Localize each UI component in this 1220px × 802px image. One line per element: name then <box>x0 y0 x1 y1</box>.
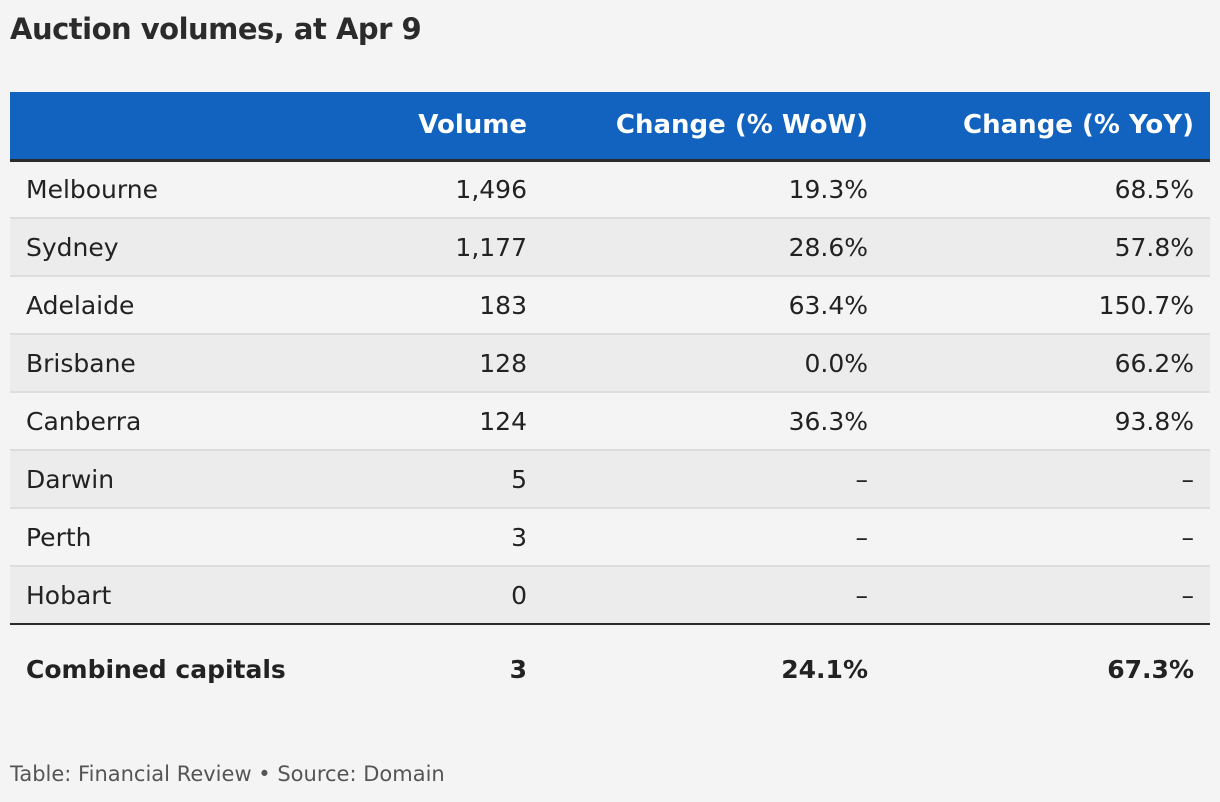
cell-change-wow: 63.4% <box>543 276 884 335</box>
cell-change-yoy: – <box>884 508 1210 567</box>
cell-change-yoy: 57.8% <box>884 218 1210 277</box>
total-label: Combined capitals <box>26 654 286 684</box>
column-header-change-wow: Change (% WoW) <box>543 92 884 162</box>
cell-change-wow: 19.3% <box>543 160 884 219</box>
cell-city: Brisbane <box>10 334 310 393</box>
table-header-row: Volume Change (% WoW) Change (% YoY) <box>10 92 1210 162</box>
cell-volume: 0 <box>310 566 543 625</box>
cell-change-yoy: 66.2% <box>884 334 1210 393</box>
table-row: Sydney 1,177 28.6% 57.8% <box>10 218 1210 277</box>
table-row: Perth 3 – – <box>10 508 1210 567</box>
cell-city: Darwin <box>10 450 310 509</box>
cell-volume: 3 <box>310 508 543 567</box>
cell-change-wow: 0.0% <box>543 334 884 393</box>
column-header-volume: Volume <box>310 92 543 162</box>
cell-change-wow: 28.6% <box>543 218 884 277</box>
table-row: Melbourne 1,496 19.3% 68.5% <box>10 160 1210 219</box>
cell-volume: 128 <box>310 334 543 393</box>
cell-change-yoy: – <box>884 566 1210 625</box>
cell-volume: 183 <box>310 276 543 335</box>
cell-change-yoy: 150.7% <box>884 276 1210 335</box>
cell-city: Sydney <box>10 218 310 277</box>
cell-volume: 5 <box>310 450 543 509</box>
table-row: Darwin 5 – – <box>10 450 1210 509</box>
cell-volume: 1,177 <box>310 218 543 277</box>
cell-change-wow: 36.3% <box>543 392 884 451</box>
table-row: Brisbane 128 0.0% 66.2% <box>10 334 1210 393</box>
table-row: Hobart 0 – – <box>10 566 1210 625</box>
cell-city: Perth <box>10 508 310 567</box>
cell-city: Canberra <box>10 392 310 451</box>
table-row: Adelaide 183 63.4% 150.7% <box>10 276 1210 335</box>
cell-city: Adelaide <box>10 276 310 335</box>
total-change-wow: 24.1% <box>781 654 868 684</box>
column-header-city <box>10 92 310 162</box>
cell-volume: 124 <box>310 392 543 451</box>
cell-change-wow: – <box>543 566 884 625</box>
column-header-change-yoy: Change (% YoY) <box>884 92 1210 162</box>
cell-city: Hobart <box>10 566 310 625</box>
cell-city: Melbourne <box>10 160 310 219</box>
cell-change-yoy: 68.5% <box>884 160 1210 219</box>
total-row: Combined capitals 3 24.1% 67.3% <box>10 624 1210 714</box>
total-volume: 3 <box>509 654 527 684</box>
cell-change-yoy: – <box>884 450 1210 509</box>
cell-change-yoy: 93.8% <box>884 392 1210 451</box>
source-footnote: Table: Financial Review • Source: Domain <box>10 762 445 786</box>
table-row: Canberra 124 36.3% 93.8% <box>10 392 1210 451</box>
cell-change-wow: – <box>543 450 884 509</box>
cell-volume: 1,496 <box>310 160 543 219</box>
total-change-yoy: 67.3% <box>1107 654 1194 684</box>
chart-title: Auction volumes, at Apr 9 <box>10 12 422 46</box>
cell-change-wow: – <box>543 508 884 567</box>
auction-volumes-table: Volume Change (% WoW) Change (% YoY) Mel… <box>10 92 1210 714</box>
